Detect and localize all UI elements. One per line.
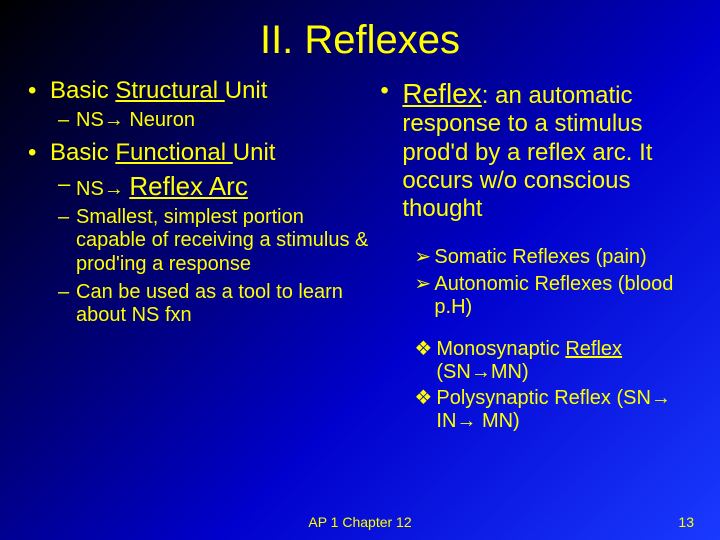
text: Can be used as a tool to learn about NS … <box>76 281 368 328</box>
text: Somatic Reflexes (pain) <box>434 246 698 269</box>
text: Basic Functional Unit <box>50 139 368 167</box>
bullet-diamond-icon: ❖ <box>414 338 436 384</box>
text: Autonomic Reflexes (blood p.H) <box>434 273 698 319</box>
right-l1-reflex-def: • Reflex: an automatic response to a sti… <box>380 77 698 224</box>
left-l2-reflex-arc: – NS→ Reflex Arc <box>58 171 368 202</box>
bullet-dash-icon: – <box>58 109 76 133</box>
text: Polysynaptic Reflex (SN→ IN→ MN) <box>436 387 698 433</box>
bullet-dash-icon: – <box>58 206 76 277</box>
right-l2-somatic: ➢ Somatic Reflexes (pain) <box>414 246 698 269</box>
slide: II. Reflexes • Basic Structural Unit – N… <box>0 0 720 540</box>
bullet-diamond-icon: ❖ <box>414 387 436 433</box>
right-l3-polysynaptic: ❖ Polysynaptic Reflex (SN→ IN→ MN) <box>414 387 698 433</box>
t: Basic <box>50 139 115 166</box>
t: Basic <box>50 77 115 104</box>
text: Reflex: an automatic response to a stimu… <box>402 77 698 224</box>
text: NS→ Reflex Arc <box>76 171 368 202</box>
text: Smallest, simplest portion capable of re… <box>76 206 368 277</box>
right-l2-autonomic: ➢ Autonomic Reflexes (blood p.H) <box>414 273 698 319</box>
t: Monosynaptic <box>436 338 565 360</box>
spacer <box>380 319 698 335</box>
arrow-icon: → <box>104 109 124 131</box>
content-columns: • Basic Structural Unit – NS→ Neuron • B… <box>0 63 720 433</box>
t: Unit <box>225 77 268 104</box>
t: NS <box>76 178 104 200</box>
left-l2-tool: – Can be used as a tool to learn about N… <box>58 281 368 328</box>
left-column: • Basic Structural Unit – NS→ Neuron • B… <box>0 71 374 433</box>
slide-title: II. Reflexes <box>0 0 720 63</box>
bullet-disc-icon: • <box>28 139 50 167</box>
text: Monosynaptic Reflex (SN→MN) <box>436 338 698 384</box>
t-ul: Reflex <box>402 78 481 109</box>
text: Basic Structural Unit <box>50 77 368 105</box>
bullet-disc-icon: • <box>28 77 50 105</box>
left-l2-neuron: – NS→ Neuron <box>58 109 368 133</box>
bullet-dash-icon: – <box>58 171 76 202</box>
bullet-dash-icon: – <box>58 281 76 328</box>
left-l2-smallest: – Smallest, simplest portion capable of … <box>58 206 368 277</box>
bullet-tri-icon: ➢ <box>414 246 434 269</box>
t-ul: Functional <box>115 139 232 166</box>
arrow-icon: → <box>104 178 130 200</box>
footer-page-number: 13 <box>678 514 694 530</box>
t: (SN→MN) <box>436 361 528 383</box>
bullet-disc-icon: • <box>380 77 402 224</box>
footer-chapter: AP 1 Chapter 12 <box>0 514 720 530</box>
right-l3-monosynaptic: ❖ Monosynaptic Reflex (SN→MN) <box>414 338 698 384</box>
t: Neuron <box>124 109 195 131</box>
spacer <box>380 224 698 242</box>
t: Unit <box>233 139 276 166</box>
bullet-tri-icon: ➢ <box>414 273 434 319</box>
left-l1-functional: • Basic Functional Unit <box>28 139 368 167</box>
t-ul: Reflex <box>565 338 622 360</box>
t-ul: Reflex Arc <box>129 171 248 201</box>
t: NS <box>76 109 104 131</box>
right-column: • Reflex: an automatic response to a sti… <box>374 71 720 433</box>
text: NS→ Neuron <box>76 109 368 133</box>
left-l1-structural: • Basic Structural Unit <box>28 77 368 105</box>
t-ul: Structural <box>115 77 224 104</box>
